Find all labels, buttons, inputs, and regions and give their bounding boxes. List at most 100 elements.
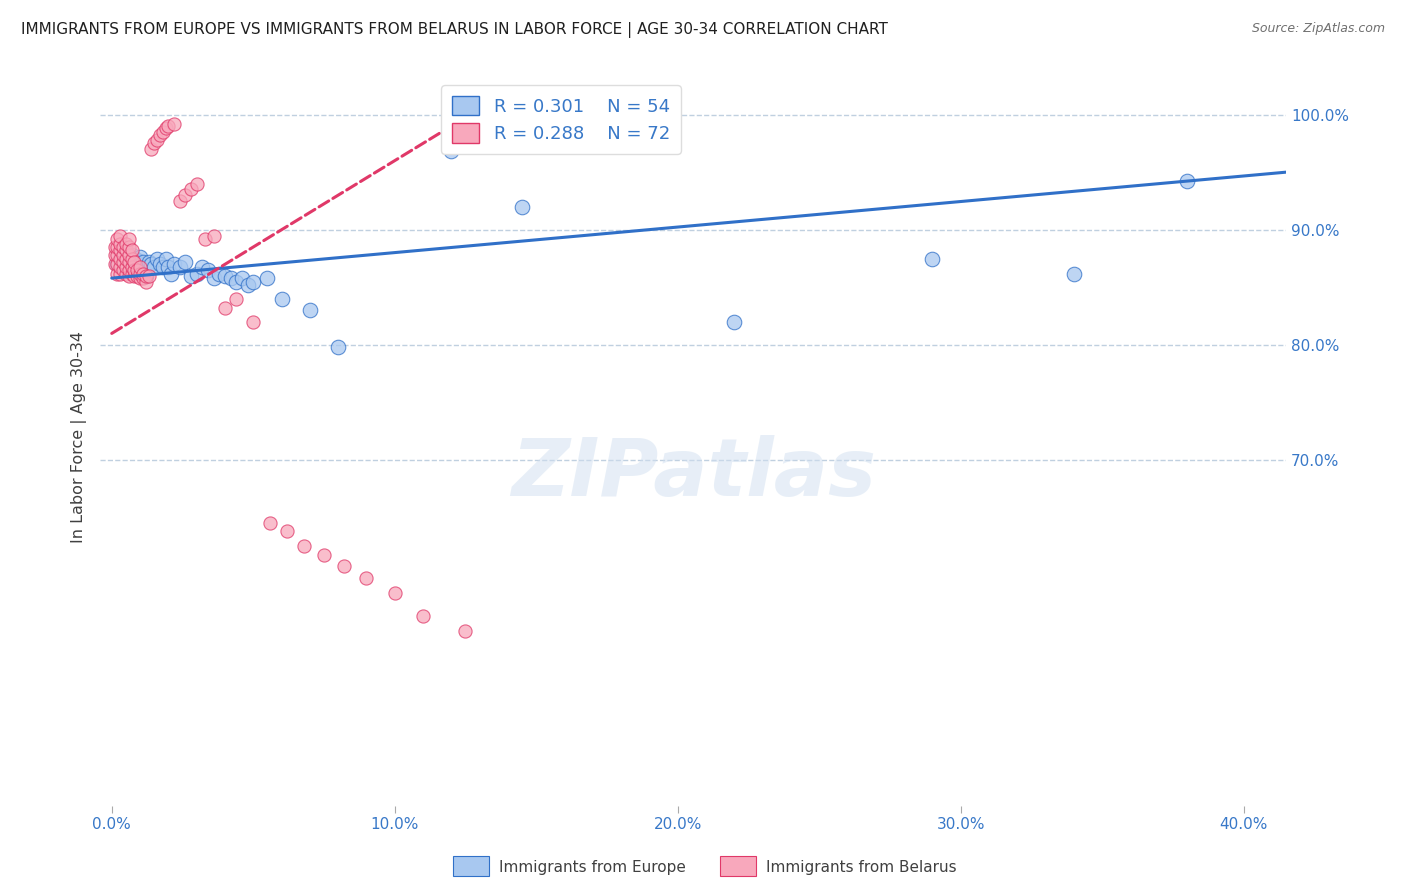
- Point: [163, 117, 186, 131]
- Point: [135, 268, 157, 283]
- Point: [155, 121, 177, 136]
- Point: [174, 188, 197, 202]
- Point: [174, 255, 197, 269]
- Text: Source: ZipAtlas.com: Source: ZipAtlas.com: [1251, 22, 1385, 36]
- Point: [121, 260, 143, 274]
- Point: [132, 267, 155, 281]
- Y-axis label: In Labor Force | Age 30-34: In Labor Force | Age 30-34: [72, 331, 87, 543]
- Point: [169, 260, 191, 274]
- Point: [143, 260, 166, 274]
- Point: [115, 267, 138, 281]
- Point: [107, 267, 129, 281]
- Point: [326, 340, 349, 354]
- Point: [115, 260, 138, 274]
- Point: [118, 268, 141, 283]
- Point: [236, 278, 259, 293]
- Point: [152, 125, 174, 139]
- Point: [135, 260, 157, 274]
- Point: [132, 263, 155, 277]
- Point: [118, 251, 141, 265]
- Point: [121, 252, 143, 266]
- Point: [155, 252, 177, 266]
- Point: [129, 257, 152, 271]
- Point: [163, 257, 186, 271]
- Point: [1063, 267, 1085, 281]
- Point: [103, 248, 125, 262]
- Point: [115, 236, 138, 251]
- Point: [208, 267, 231, 281]
- Point: [112, 248, 135, 262]
- Text: ZIPatlas: ZIPatlas: [510, 435, 876, 513]
- Point: [110, 244, 132, 258]
- Point: [214, 301, 236, 315]
- Point: [214, 268, 236, 283]
- Point: [219, 271, 242, 285]
- Point: [259, 516, 281, 531]
- Point: [202, 271, 225, 285]
- Point: [412, 608, 434, 623]
- Point: [160, 267, 183, 281]
- Point: [194, 232, 217, 246]
- Point: [356, 570, 378, 584]
- Point: [135, 275, 157, 289]
- Point: [180, 182, 202, 196]
- Point: [332, 559, 354, 574]
- Point: [132, 271, 155, 285]
- Point: [146, 133, 169, 147]
- Point: [510, 200, 533, 214]
- Point: [115, 252, 138, 266]
- Point: [276, 524, 298, 539]
- Point: [231, 271, 253, 285]
- Point: [129, 260, 152, 274]
- Point: [191, 260, 214, 274]
- Point: [115, 263, 138, 277]
- Point: [112, 263, 135, 277]
- Point: [124, 263, 146, 277]
- Point: [270, 292, 292, 306]
- Point: [440, 145, 463, 159]
- Point: [127, 268, 149, 283]
- Bar: [720, 856, 756, 876]
- Point: [121, 257, 143, 271]
- Point: [118, 255, 141, 269]
- Point: [124, 268, 146, 283]
- Bar: [453, 856, 489, 876]
- Point: [129, 267, 152, 281]
- Point: [723, 315, 745, 329]
- Point: [110, 252, 132, 266]
- Point: [110, 228, 132, 243]
- Point: [169, 194, 191, 208]
- Text: Immigrants from Europe: Immigrants from Europe: [499, 860, 686, 874]
- Point: [921, 252, 943, 266]
- Text: IMMIGRANTS FROM EUROPE VS IMMIGRANTS FROM BELARUS IN LABOR FORCE | AGE 30-34 COR: IMMIGRANTS FROM EUROPE VS IMMIGRANTS FRO…: [21, 22, 889, 38]
- Point: [112, 248, 135, 262]
- Point: [127, 263, 149, 277]
- Point: [118, 232, 141, 246]
- Point: [242, 275, 264, 289]
- Point: [454, 624, 477, 638]
- Point: [186, 267, 208, 281]
- Point: [103, 257, 125, 271]
- Point: [118, 260, 141, 274]
- Point: [292, 540, 315, 554]
- Legend: R = 0.301    N = 54, R = 0.288    N = 72: R = 0.301 N = 54, R = 0.288 N = 72: [441, 85, 681, 153]
- Point: [129, 251, 152, 265]
- Point: [143, 136, 166, 151]
- Point: [141, 142, 163, 156]
- Point: [124, 255, 146, 269]
- Point: [127, 252, 149, 267]
- Point: [118, 240, 141, 254]
- Point: [149, 128, 172, 143]
- Point: [202, 228, 225, 243]
- Point: [157, 260, 180, 274]
- Point: [138, 255, 160, 269]
- Point: [135, 268, 157, 283]
- Point: [298, 303, 321, 318]
- Point: [256, 271, 278, 285]
- Point: [112, 255, 135, 269]
- Point: [138, 268, 160, 283]
- Point: [121, 267, 143, 281]
- Point: [186, 177, 208, 191]
- Point: [242, 315, 264, 329]
- Text: Immigrants from Belarus: Immigrants from Belarus: [766, 860, 957, 874]
